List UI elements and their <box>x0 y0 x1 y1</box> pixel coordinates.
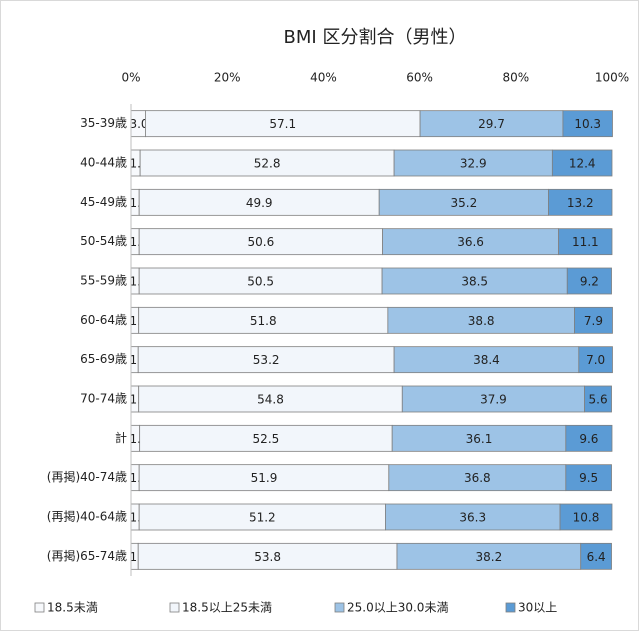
bar-segment <box>138 188 380 216</box>
y-tick-label: 計 <box>115 430 127 445</box>
data-label: 53.8 <box>254 550 281 564</box>
data-label: 29.7 <box>478 117 505 131</box>
data-label: 10.3 <box>574 117 601 131</box>
x-tick-label: 20% <box>214 71 241 85</box>
bar-segment <box>391 424 567 452</box>
data-label: 38.8 <box>468 314 495 328</box>
bar-segment <box>139 424 393 452</box>
data-label: 12.4 <box>569 157 596 171</box>
legend-label: 25.0以上30.0未満 <box>347 601 448 615</box>
y-tick-label: 70-74歳 <box>80 392 127 406</box>
data-label: 51.9 <box>251 471 278 485</box>
bar-segment <box>388 464 567 492</box>
legend-label: 18.5以上25未満 <box>182 601 272 615</box>
data-label: 32.9 <box>460 157 487 171</box>
data-label: 57.1 <box>269 117 296 131</box>
bar-segment <box>387 306 575 334</box>
y-tick-label: 60-64歳 <box>80 313 127 327</box>
x-tick-label: 80% <box>502 71 529 85</box>
bar-segment <box>138 228 383 256</box>
data-label: 36.1 <box>466 432 493 446</box>
bar-segment <box>401 385 585 413</box>
bar-segment <box>565 464 612 492</box>
data-label: 37.9 <box>480 393 507 407</box>
data-label: 6.4 <box>587 550 606 564</box>
data-label: 9.6 <box>579 432 598 446</box>
legend-swatch <box>169 602 180 613</box>
data-label: 52.5 <box>253 432 280 446</box>
data-label: 35.2 <box>450 196 477 210</box>
bar-segment <box>558 228 613 256</box>
data-label: 51.8 <box>250 314 277 328</box>
data-label: 51.2 <box>249 511 276 525</box>
data-label: 11.1 <box>572 235 599 249</box>
bar-segment <box>396 542 582 570</box>
data-label: 38.2 <box>476 550 503 564</box>
data-label: 49.9 <box>246 196 273 210</box>
legend-swatch <box>505 602 516 613</box>
data-label: 36.3 <box>459 511 486 525</box>
bar-segment <box>138 267 383 295</box>
y-tick-label: 65-69歳 <box>80 352 127 366</box>
x-tick-label: 60% <box>406 71 433 85</box>
y-tick-label: 55-59歳 <box>80 274 127 288</box>
y-tick-label: 45-49歳 <box>80 195 127 209</box>
data-label: 9.2 <box>580 275 599 289</box>
bar-segment <box>419 110 564 138</box>
data-label: 7.9 <box>584 314 603 328</box>
data-label: 7.0 <box>586 353 605 367</box>
data-label: 38.4 <box>473 353 500 367</box>
bar-segment <box>548 188 613 216</box>
bar-segment <box>578 346 613 374</box>
bar-segment <box>393 149 553 177</box>
bar-segment <box>580 542 612 570</box>
bar-segment <box>565 424 613 452</box>
bar-segment <box>138 503 386 531</box>
x-tick-label: 40% <box>310 71 337 85</box>
legend-label: 18.5未満 <box>47 601 98 615</box>
data-label: 54.8 <box>257 393 284 407</box>
x-tick-label: 0% <box>121 71 140 85</box>
bar-segment <box>382 228 560 256</box>
bar-segment <box>381 267 568 295</box>
legend-label: 30以上 <box>518 601 557 615</box>
data-label: 9.5 <box>579 471 598 485</box>
data-label: 5.6 <box>589 393 608 407</box>
bar-segment <box>137 542 398 570</box>
data-label: 3.0 <box>129 117 148 131</box>
y-tick-label: 35-39歳 <box>80 116 127 130</box>
y-tick-label: (再掲)40-64歳 <box>47 509 127 524</box>
bar-segment <box>584 385 612 413</box>
bar-segment <box>138 464 390 492</box>
data-label: 38.5 <box>461 275 488 289</box>
bar-segment <box>551 149 613 177</box>
bar-segment <box>574 306 613 334</box>
x-tick-label: 100% <box>595 71 629 85</box>
bar-segment <box>566 267 612 295</box>
data-label: 13.2 <box>567 196 594 210</box>
y-tick-label: 40-44歳 <box>80 156 127 170</box>
y-tick-label: (再掲)40-74歳 <box>47 469 127 484</box>
data-label: 50.5 <box>247 275 274 289</box>
y-tick-label: 50-54歳 <box>80 234 127 248</box>
bar-segment <box>562 110 613 138</box>
data-label: 10.8 <box>573 511 600 525</box>
legend-swatch <box>334 602 345 613</box>
data-label: 52.8 <box>254 157 281 171</box>
data-label: 36.6 <box>457 235 484 249</box>
data-label: 50.6 <box>248 235 275 249</box>
y-tick-label: (再掲)65-74歳 <box>47 548 127 563</box>
bar-segment <box>559 503 613 531</box>
data-label: 36.8 <box>464 471 491 485</box>
bar-segment <box>137 346 395 374</box>
chart-title: BMI 区分割合（男性） <box>284 27 467 48</box>
legend-swatch <box>34 602 45 613</box>
bar-segment <box>393 346 580 374</box>
data-label: 53.2 <box>253 353 280 367</box>
bar-segment <box>138 306 389 334</box>
